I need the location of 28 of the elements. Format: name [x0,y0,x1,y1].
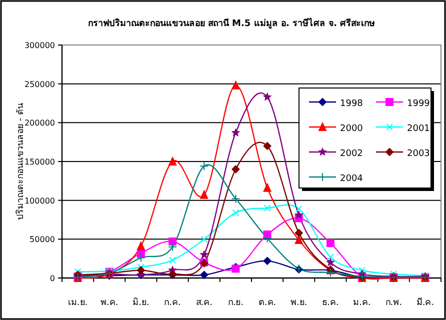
legend-label: 2001 [407,124,430,134]
y-tick-label: 150000 [24,158,55,166]
legend-label: 2002 [340,149,363,159]
y-tick-label: 0 [50,274,55,283]
y-tick-label: 200000 [24,118,55,128]
x-tick-label: ก.ค. [164,298,181,308]
x-tick-label: ส.ค. [196,298,212,308]
legend-label: 2000 [340,124,364,134]
legend-label: 2004 [340,174,364,184]
legend-label: 1999 [407,99,430,109]
x-tick-label: พ.ค. [100,298,118,308]
x-tick-label: เม.ย. [68,298,88,308]
x-tick-label: ม.ค. [353,298,371,308]
y-axis-title: ปริมาณตะกอนแขวนลอย - ตัน [15,103,26,220]
y-tick-label: 100000 [24,196,55,206]
x-tick-label: ต.ค. [258,298,276,308]
legend-label: 2003 [407,149,430,159]
x-tick-label: พ.ย. [290,298,308,308]
x-tick-label: ก.ย. [228,298,244,308]
x-tick-label: ธ.ค. [322,298,339,308]
y-tick-label: 50000 [30,235,55,244]
x-tick-label: มี.ค. [416,297,434,308]
legend-label: 1998 [340,99,364,109]
y-tick-label: 300000 [24,41,55,50]
x-tick-label: มิ.ย. [132,297,150,308]
x-tick-label: ก.พ. [385,298,402,308]
y-tick-label: 250000 [24,80,55,89]
chart-title: กราฟปริมาณตะกอนแขวนลอย สถานี M.5 แม่มูล อ. ราษีไศล จ. ศรีสะเกษ [88,17,376,29]
